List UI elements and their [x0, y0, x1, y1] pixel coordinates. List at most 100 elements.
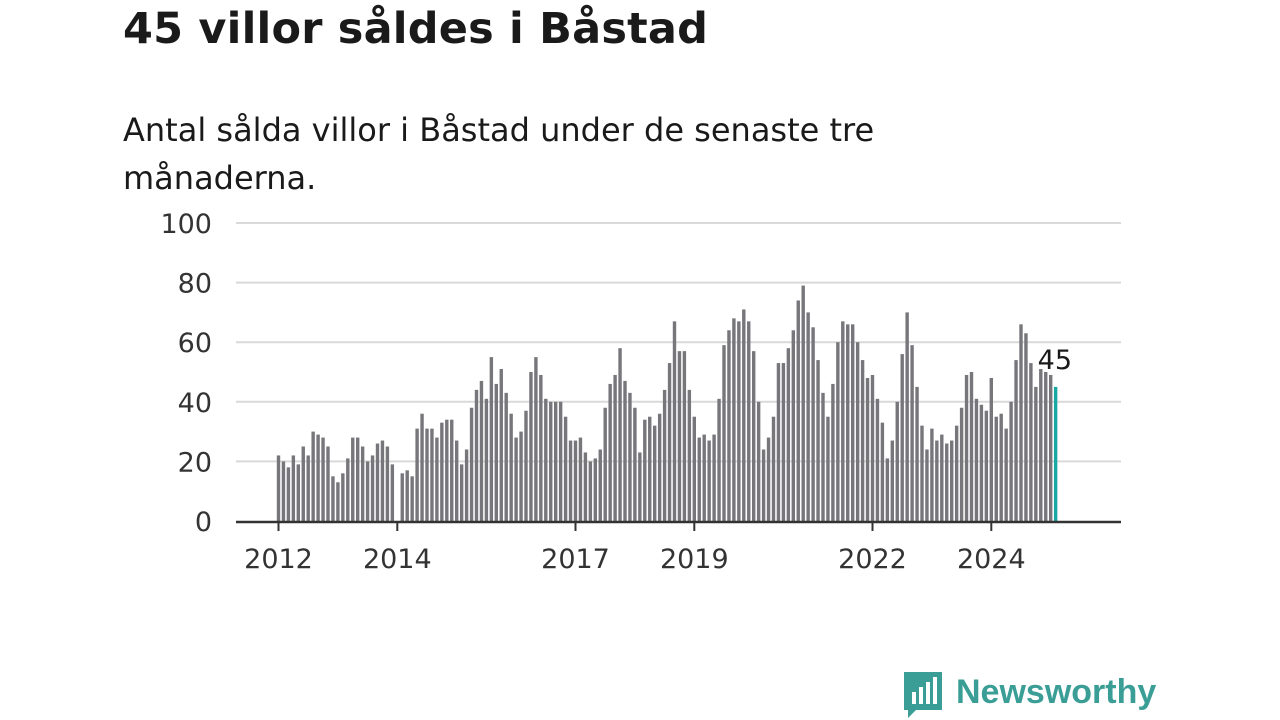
- bar: [959, 407, 964, 521]
- bar: [296, 464, 300, 521]
- bar: [450, 419, 454, 521]
- bar: [756, 401, 761, 521]
- highlight-value-label: 45: [1038, 345, 1072, 376]
- bar: [791, 330, 795, 521]
- bar: [920, 425, 924, 521]
- bar: [628, 392, 632, 521]
- bar: [761, 449, 766, 521]
- bar: [662, 389, 667, 521]
- bar: [554, 401, 558, 521]
- bar: [430, 428, 434, 521]
- bar: [816, 360, 820, 521]
- bar: [821, 392, 825, 521]
- bar: [573, 440, 578, 521]
- y-tick-label: 80: [178, 269, 212, 300]
- bar: [306, 455, 310, 521]
- bar: [811, 327, 815, 521]
- bar: [380, 440, 385, 521]
- bar: [742, 309, 746, 521]
- brand-name: Newsworthy: [956, 673, 1157, 711]
- bar: [1009, 401, 1013, 521]
- bar: [974, 398, 979, 521]
- bar: [608, 383, 612, 521]
- bar: [539, 374, 543, 521]
- bar: [722, 345, 726, 521]
- bar: [648, 416, 652, 521]
- bar: [841, 321, 845, 521]
- bar: [479, 380, 484, 521]
- bar: [291, 455, 296, 521]
- bar: [657, 413, 662, 521]
- bar: [969, 372, 974, 521]
- bar: [737, 321, 741, 521]
- x-tick-label: 2017: [541, 544, 610, 575]
- bar-highlight: [1053, 386, 1058, 521]
- bar: [613, 374, 617, 521]
- bar: [925, 449, 929, 521]
- bar: [514, 437, 518, 521]
- bar: [702, 434, 706, 521]
- bar: [900, 354, 904, 521]
- bar: [653, 425, 657, 521]
- bar: [415, 428, 419, 521]
- bar: [766, 437, 771, 521]
- bar: [776, 363, 781, 521]
- bar: [365, 461, 370, 521]
- x-tick-label: 2014: [363, 544, 432, 575]
- bar: [356, 437, 360, 521]
- bar: [499, 369, 503, 521]
- bar: [732, 318, 736, 521]
- bar-chart: 0 20 40 60 80 100 2012 2014 2017 2019 2022 2024 45: [160, 209, 1121, 575]
- bar: [455, 440, 459, 521]
- bar: [1004, 428, 1008, 521]
- bar: [1029, 363, 1033, 521]
- bar: [677, 351, 682, 521]
- bar: [747, 321, 751, 521]
- bar: [781, 363, 786, 521]
- bar: [603, 407, 607, 521]
- bar: [1039, 369, 1043, 521]
- bar: [999, 413, 1003, 521]
- annotations: 45: [1038, 345, 1072, 376]
- bar: [321, 437, 325, 521]
- bar: [984, 410, 989, 521]
- bar: [420, 413, 424, 521]
- bar: [801, 285, 805, 521]
- bar: [558, 401, 563, 521]
- bar: [994, 416, 998, 521]
- bar: [667, 363, 672, 521]
- bar: [341, 473, 345, 521]
- bar: [846, 324, 850, 521]
- bar: [331, 476, 335, 521]
- bar: [459, 464, 464, 521]
- bar: [895, 401, 899, 521]
- x-tick-label: 2024: [957, 544, 1026, 575]
- bar: [826, 416, 830, 521]
- bar: [855, 342, 860, 521]
- bar: [375, 443, 380, 521]
- bar: [717, 398, 721, 521]
- bar: [544, 398, 548, 521]
- y-tick-label: 40: [178, 388, 212, 419]
- bar: [524, 410, 528, 521]
- gridlines: [236, 222, 1121, 463]
- bar: [390, 464, 395, 521]
- bar: [880, 422, 885, 521]
- bar: [940, 434, 944, 521]
- bar: [484, 398, 489, 521]
- bar: [578, 437, 583, 521]
- bar: [945, 443, 949, 521]
- bar: [885, 458, 890, 521]
- bar: [549, 401, 553, 521]
- bar: [336, 482, 340, 521]
- bar: [326, 446, 330, 521]
- bar: [588, 461, 593, 521]
- bar: [687, 389, 692, 521]
- bar: [860, 360, 865, 521]
- y-tick-label: 100: [160, 209, 212, 240]
- bar: [469, 407, 474, 521]
- bar: [370, 455, 375, 521]
- bar: [643, 419, 647, 521]
- bar: [281, 461, 286, 521]
- x-tick-label: 2012: [244, 544, 313, 575]
